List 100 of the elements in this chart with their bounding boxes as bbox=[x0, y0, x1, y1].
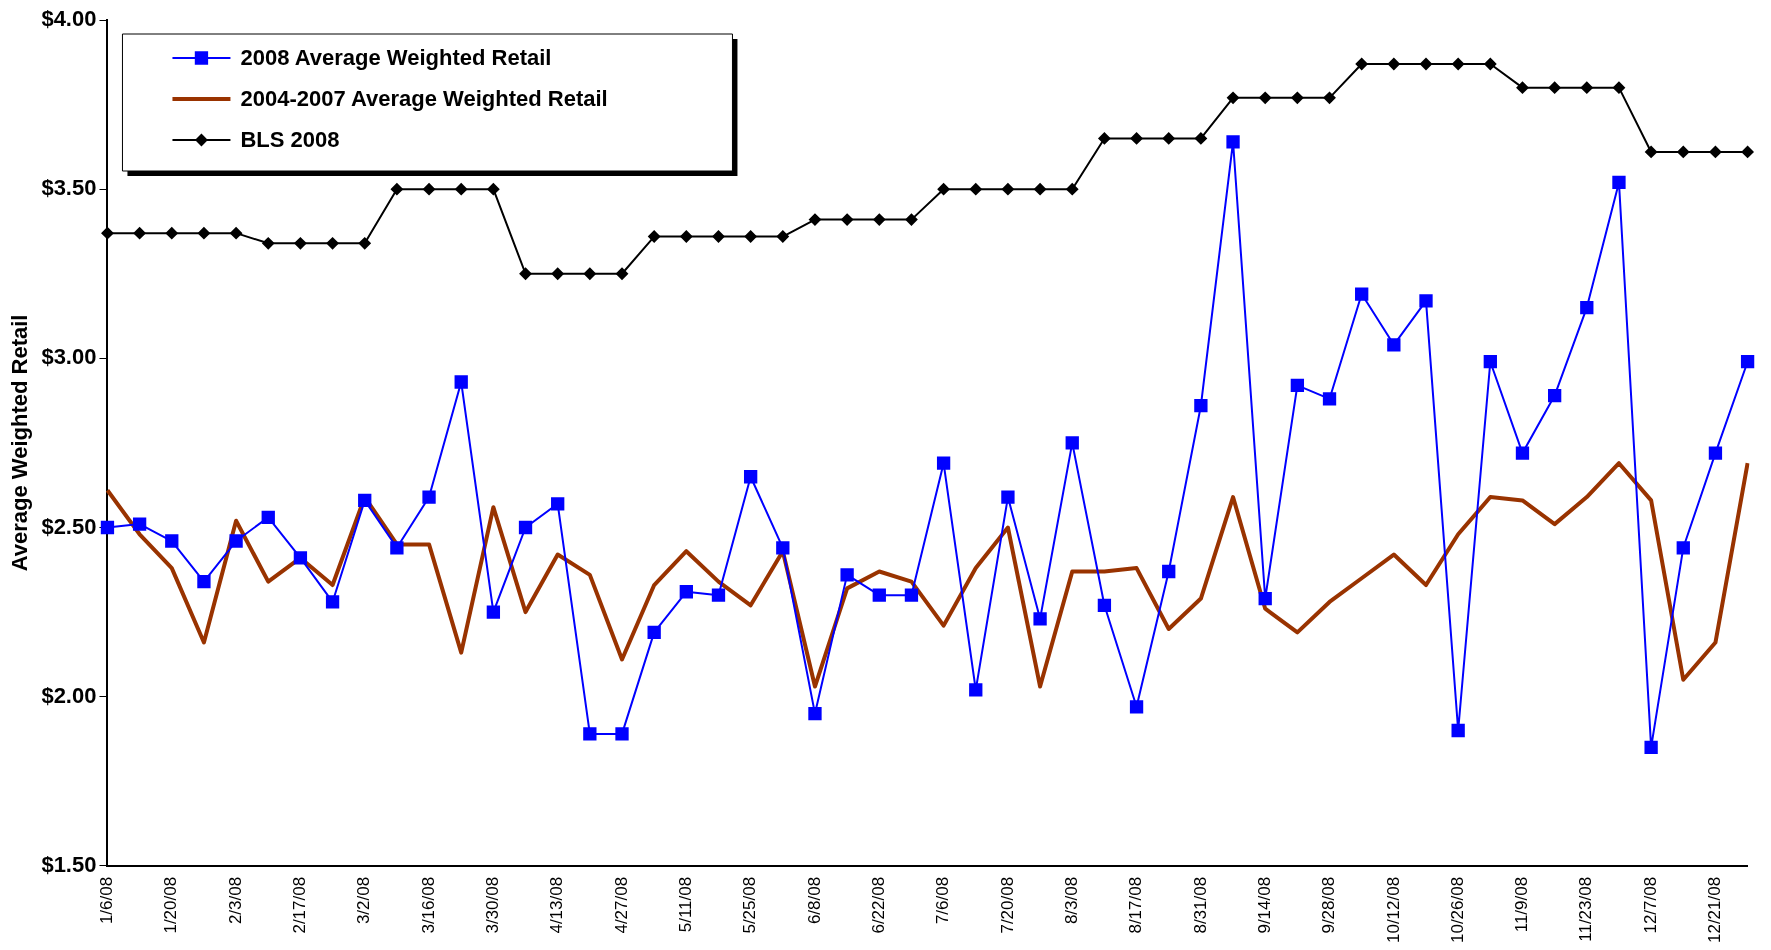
point bbox=[1129, 700, 1144, 714]
x-tick-label: 1/20/08 bbox=[161, 876, 181, 934]
point bbox=[808, 213, 821, 226]
x-tick-label: 3/16/08 bbox=[418, 876, 438, 934]
point bbox=[390, 541, 404, 555]
point bbox=[679, 585, 693, 599]
point bbox=[1355, 287, 1369, 301]
point bbox=[487, 183, 500, 196]
point bbox=[100, 520, 115, 535]
point bbox=[583, 727, 597, 741]
point bbox=[294, 237, 307, 250]
point bbox=[1322, 392, 1337, 406]
point bbox=[1516, 81, 1529, 94]
y-tick-label: $2.00 bbox=[41, 682, 97, 708]
point bbox=[1612, 175, 1626, 190]
point bbox=[101, 227, 114, 240]
point bbox=[326, 237, 339, 250]
point bbox=[840, 568, 854, 582]
point bbox=[1676, 541, 1690, 555]
point bbox=[583, 267, 596, 280]
point bbox=[197, 574, 211, 589]
point bbox=[230, 227, 243, 240]
point bbox=[132, 517, 147, 531]
x-tick-label: 3/2/08 bbox=[354, 876, 374, 925]
y-tick-label: $3.50 bbox=[41, 175, 97, 201]
point bbox=[1708, 446, 1723, 460]
point bbox=[937, 183, 950, 196]
point bbox=[293, 551, 308, 565]
point bbox=[1709, 145, 1722, 158]
x-tick-label: 7/6/08 bbox=[933, 876, 953, 925]
point bbox=[743, 470, 758, 484]
point bbox=[1258, 591, 1272, 606]
point bbox=[551, 267, 564, 280]
point bbox=[133, 227, 146, 240]
point bbox=[551, 497, 565, 511]
point bbox=[1291, 91, 1304, 104]
point bbox=[262, 237, 275, 250]
point bbox=[1097, 598, 1112, 612]
point bbox=[1033, 612, 1047, 626]
x-tick-label: 10/12/08 bbox=[1383, 876, 1403, 944]
point bbox=[423, 183, 436, 196]
y-tick-label: $2.50 bbox=[41, 513, 97, 539]
point bbox=[1194, 132, 1207, 145]
point bbox=[905, 213, 918, 226]
point bbox=[390, 183, 403, 196]
point bbox=[1548, 81, 1561, 94]
point bbox=[904, 588, 919, 602]
point bbox=[936, 456, 951, 470]
point bbox=[808, 706, 822, 721]
x-tick-label: 8/31/08 bbox=[1190, 876, 1210, 934]
x-tick-label: 6/22/08 bbox=[868, 876, 888, 934]
point bbox=[1259, 91, 1272, 104]
point bbox=[1227, 91, 1240, 104]
point bbox=[1677, 145, 1690, 158]
point bbox=[1612, 81, 1625, 94]
point bbox=[1580, 81, 1593, 94]
x-tick-label: 9/14/08 bbox=[1254, 876, 1274, 934]
x-tick-label: 2/17/08 bbox=[290, 876, 310, 934]
point bbox=[1644, 740, 1658, 755]
point bbox=[229, 534, 243, 548]
x-tick-label: 8/17/08 bbox=[1126, 876, 1146, 934]
point bbox=[1162, 132, 1175, 145]
x-tick-label: 4/13/08 bbox=[547, 876, 567, 934]
legend-label: 2004-2007 Average Weighted Retail bbox=[240, 86, 608, 112]
x-tick-label: 9/28/08 bbox=[1319, 876, 1339, 934]
x-tick-label: 10/26/08 bbox=[1447, 876, 1467, 944]
point bbox=[872, 588, 886, 602]
point bbox=[1066, 183, 1079, 196]
point bbox=[165, 227, 178, 240]
point bbox=[648, 230, 661, 243]
point bbox=[1483, 355, 1497, 369]
point bbox=[519, 267, 532, 280]
point bbox=[615, 727, 629, 741]
point bbox=[1065, 436, 1079, 450]
point bbox=[1452, 57, 1465, 70]
point bbox=[1290, 378, 1305, 393]
point bbox=[197, 227, 210, 240]
x-tick-label: 7/20/08 bbox=[997, 876, 1017, 934]
point bbox=[1001, 183, 1014, 196]
point bbox=[873, 213, 886, 226]
x-tick-label: 12/7/08 bbox=[1640, 876, 1660, 934]
point bbox=[422, 490, 436, 504]
y-tick-label: $3.00 bbox=[41, 344, 97, 370]
point bbox=[455, 183, 468, 196]
x-tick-label: 3/30/08 bbox=[483, 876, 503, 934]
point bbox=[325, 595, 340, 609]
point bbox=[776, 541, 790, 555]
point bbox=[1547, 388, 1562, 403]
legend-label: 2008 Average Weighted Retail bbox=[240, 45, 552, 71]
point bbox=[711, 588, 726, 602]
point bbox=[358, 493, 372, 508]
x-tick-label: 12/21/08 bbox=[1705, 876, 1725, 944]
x-tick-label: 11/9/08 bbox=[1512, 876, 1532, 933]
point bbox=[1226, 135, 1240, 149]
point bbox=[776, 230, 789, 243]
point bbox=[1515, 446, 1530, 460]
point bbox=[518, 520, 533, 535]
point bbox=[1420, 57, 1432, 70]
point bbox=[1001, 490, 1015, 504]
point bbox=[358, 237, 371, 250]
